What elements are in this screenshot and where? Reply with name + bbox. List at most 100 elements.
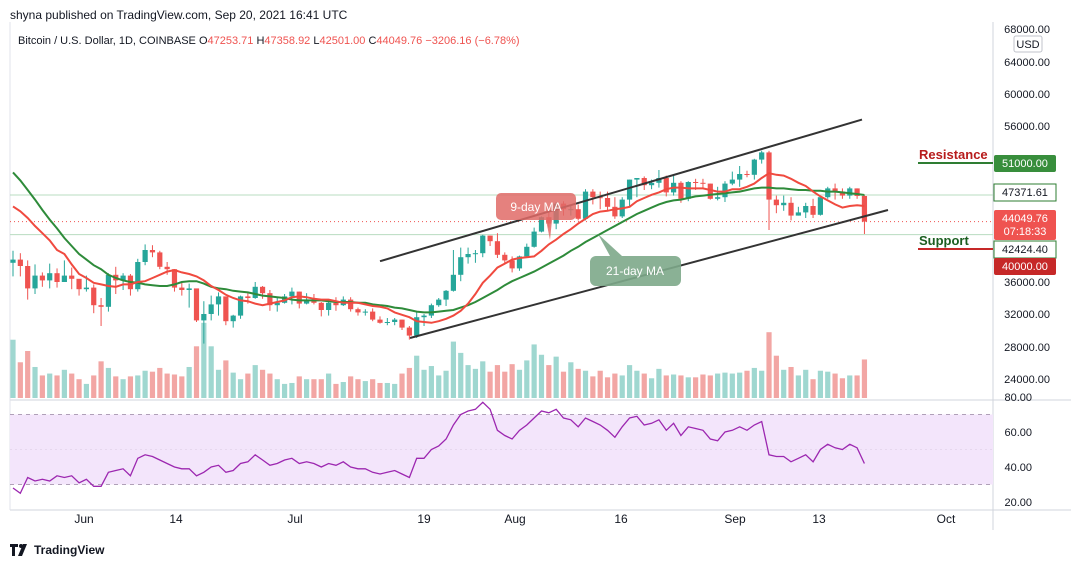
candle-body: [480, 235, 486, 254]
candle-body: [634, 178, 640, 180]
volume-bar: [480, 361, 486, 398]
volume-bar: [326, 373, 332, 398]
volume-bar: [333, 383, 339, 398]
symbol-ohlc-line: Bitcoin / U.S. Dollar, 1D, COINBASE O472…: [18, 35, 520, 47]
volume-bar: [311, 379, 317, 398]
candle-body: [98, 305, 104, 307]
candle-body: [296, 291, 302, 304]
volume-bar: [274, 379, 280, 398]
close-label: C: [368, 35, 377, 47]
volume-bar: [61, 369, 67, 398]
candle-body: [32, 275, 38, 289]
rsi-tick: 80.00: [1004, 392, 1032, 404]
volume-bar: [421, 369, 427, 398]
volume-bar: [252, 365, 258, 398]
volume-bar: [693, 377, 699, 398]
volume-bar: [113, 376, 119, 398]
price-tick: 32000.00: [1004, 309, 1050, 321]
candle-body: [25, 266, 31, 289]
candle-body: [17, 259, 23, 266]
volume-bar: [590, 376, 596, 398]
time-tick: Sep: [724, 512, 746, 526]
volume-bar: [377, 382, 383, 398]
candle-body: [707, 183, 713, 199]
candle-body: [781, 202, 787, 206]
axes: 68000.00 64000.00 60000.00 56000.00 36000.00…: [74, 24, 1057, 526]
volume-bar: [553, 356, 559, 398]
time-tick: Aug: [504, 512, 525, 526]
volume-bar: [722, 372, 728, 398]
volume-bar: [832, 373, 838, 398]
candle-body: [135, 262, 141, 290]
candle-body: [693, 182, 699, 183]
volume-bar: [259, 369, 266, 398]
time-tick: 14: [169, 512, 183, 526]
candle-body: [729, 179, 735, 184]
volume-bar: [641, 373, 647, 398]
candle-body: [795, 212, 801, 216]
volume-bar: [715, 373, 721, 398]
ma9-callout-box: [496, 193, 576, 220]
candle-body: [421, 315, 427, 318]
channel-upper-line: [379, 118, 863, 263]
tradingview-icon: [10, 544, 27, 556]
price-tick: 56000.00: [1004, 121, 1050, 133]
volume-bar: [575, 368, 581, 398]
volume-bar: [399, 373, 405, 398]
volume-bar: [304, 379, 310, 398]
candle-body: [590, 191, 596, 198]
volume-bar: [817, 370, 823, 398]
candle-body: [326, 302, 332, 310]
candle-body: [83, 287, 89, 290]
volume-bar: [98, 361, 104, 398]
ma21-tag-border: [993, 183, 1057, 202]
volume-bar: [568, 362, 574, 398]
candle-body: [861, 195, 868, 222]
rsi-tick: 20.00: [1004, 497, 1032, 509]
brand-name: TradingView: [34, 543, 105, 557]
candle-body: [766, 152, 772, 200]
volume-bar: [685, 377, 691, 398]
ma9-line: [12, 172, 865, 324]
volume-bar: [678, 375, 684, 398]
ma21-callout-label: 21-day MA: [606, 264, 664, 278]
ma21-tag-bg: [994, 184, 1056, 201]
tradingview-logo[interactable]: TradingView: [10, 543, 104, 557]
volume-bar: [47, 373, 53, 398]
low-label: L: [313, 35, 320, 47]
time-tick: Jul: [287, 512, 302, 526]
price-tick: 68000.00: [1004, 24, 1050, 36]
volume-bar: [370, 379, 376, 398]
support-label: Support: [919, 233, 969, 248]
price-tick: 24000.00: [1004, 374, 1050, 386]
volume-bar: [25, 351, 31, 398]
candle-body: [91, 287, 97, 306]
candle-body: [516, 256, 523, 269]
candle-body: [245, 296, 251, 298]
volume-bar: [626, 365, 633, 398]
price-tick: 36000.00: [1004, 277, 1050, 289]
candle-body: [612, 206, 618, 217]
low-value: 42501.00: [319, 35, 366, 47]
candle-body: [788, 202, 794, 216]
ma9-callout-pointer: [546, 220, 552, 240]
volume-bar: [509, 364, 515, 398]
volume-bar: [788, 366, 794, 398]
candle-body: [142, 250, 148, 262]
candle-body: [847, 188, 853, 196]
volume-bar: [663, 375, 669, 398]
open-value: 47253.71: [207, 35, 254, 47]
symbol-name: Bitcoin / U.S. Dollar, 1D, COINBASE: [18, 35, 196, 47]
candle-body: [193, 288, 200, 321]
volume-bar: [428, 366, 434, 398]
time-tick: Oct: [937, 512, 956, 526]
forty-k-tag: 40000.00: [1002, 261, 1048, 273]
candle-body: [825, 188, 831, 198]
candle-body: [436, 299, 442, 306]
publisher-line: shyna published on TradingView.com, Sep …: [10, 8, 348, 22]
volume-bar: [619, 375, 625, 398]
candle-body: [663, 178, 669, 193]
volume-bar: [54, 375, 60, 398]
volume-bar: [39, 375, 45, 398]
